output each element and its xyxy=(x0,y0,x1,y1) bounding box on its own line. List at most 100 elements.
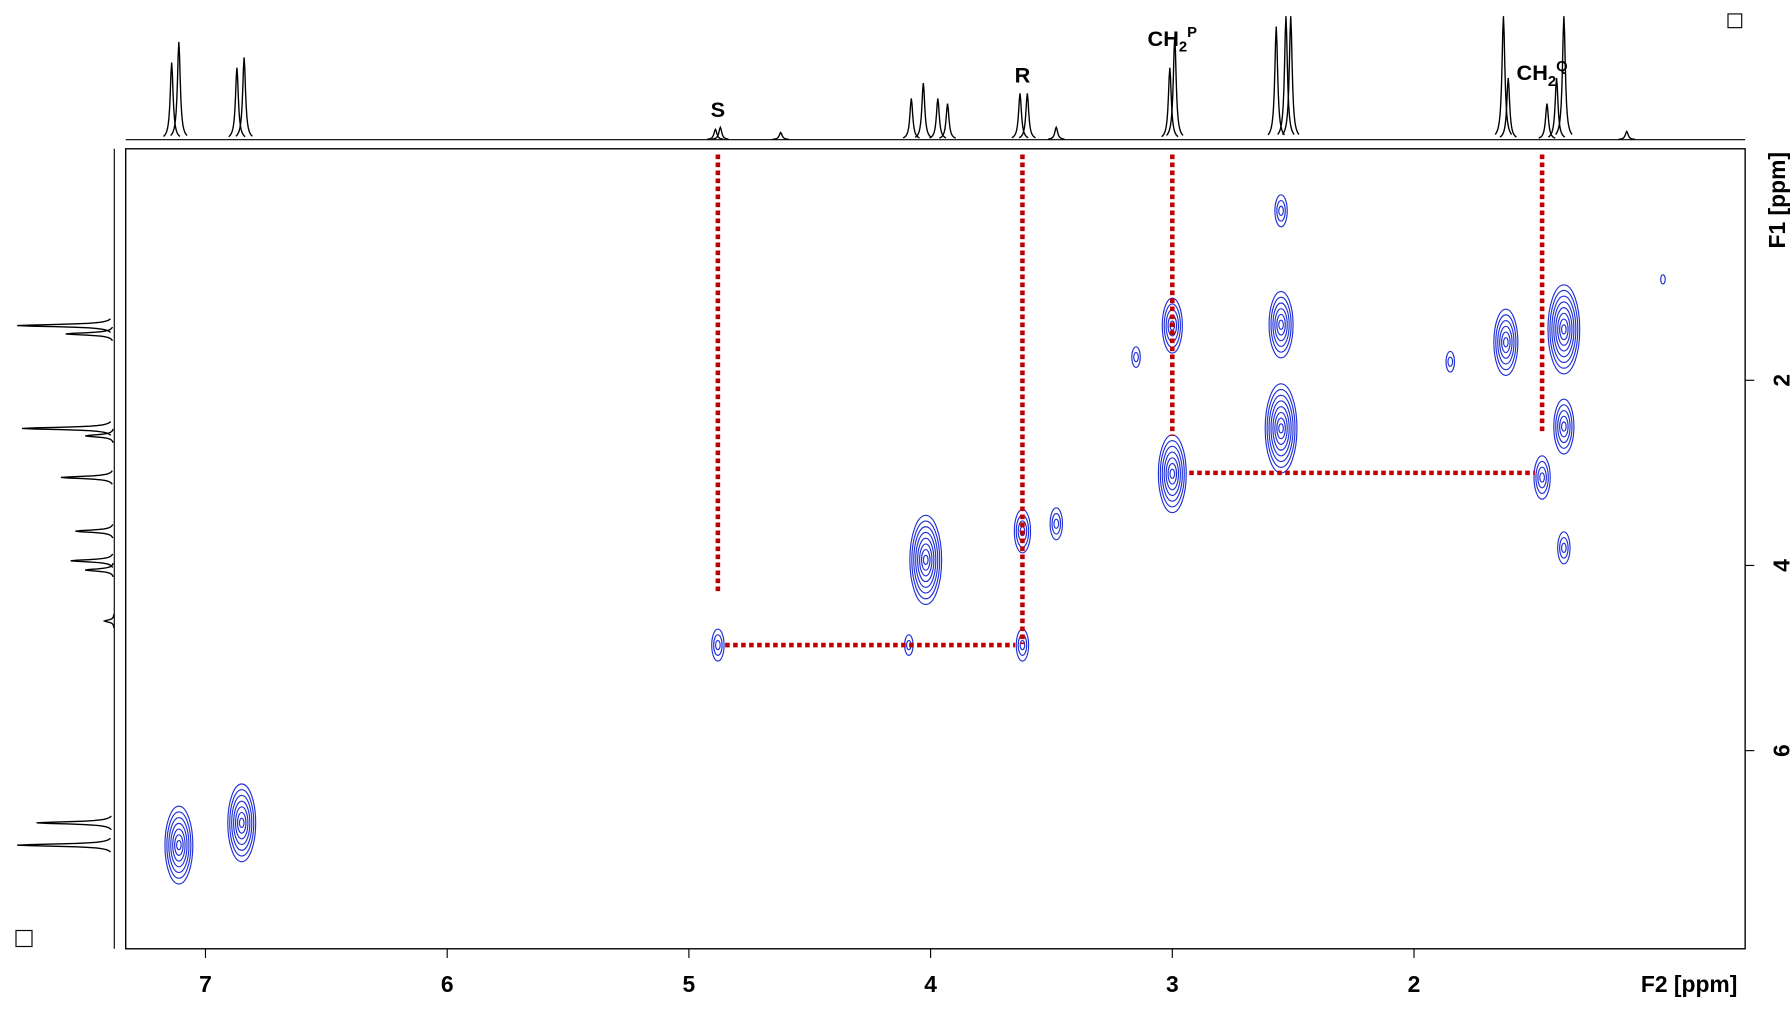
contour-level xyxy=(1557,409,1571,444)
top-spectrum-peak xyxy=(772,131,789,140)
left-spectrum-peak xyxy=(70,553,114,568)
contour-level xyxy=(1049,507,1064,541)
contour-level xyxy=(1559,318,1569,341)
contour-level xyxy=(1561,324,1567,335)
contour-level xyxy=(1276,199,1286,222)
cross-peak xyxy=(1533,455,1551,500)
cross-peak xyxy=(227,783,257,863)
cross-peak xyxy=(1493,308,1519,377)
contour-level xyxy=(1561,421,1567,432)
contour-level xyxy=(1555,307,1573,352)
contour-level xyxy=(1266,388,1296,468)
contour-level xyxy=(1660,274,1666,285)
contour-level xyxy=(1274,308,1288,342)
top-spectrum-peak xyxy=(1165,36,1184,136)
contour-level xyxy=(1165,457,1180,491)
plot-frame xyxy=(125,148,1746,950)
contour-level xyxy=(234,806,249,840)
peak-label-sup: P xyxy=(1187,25,1197,41)
contour-level xyxy=(1053,518,1060,529)
contour-level xyxy=(1278,205,1284,216)
contour-level xyxy=(176,839,182,851)
cross-peak xyxy=(1015,628,1030,662)
left-spectrum-peak xyxy=(17,318,111,333)
top-spectrum-peak xyxy=(162,62,181,137)
contour-level xyxy=(1167,462,1178,485)
contour-level xyxy=(164,805,194,885)
contour-level xyxy=(166,811,192,879)
contour-level xyxy=(917,537,935,583)
peak-label: CH2Q xyxy=(1517,59,1568,90)
contour-level xyxy=(231,794,253,851)
contour-level xyxy=(1551,295,1577,364)
x-tick-label: 3 xyxy=(1166,971,1179,997)
corner-box xyxy=(1727,13,1743,29)
top-spectrum-peak xyxy=(1277,16,1295,135)
peak-label-sub: 2 xyxy=(1548,74,1556,90)
peak-label: CH2P xyxy=(1148,25,1198,56)
x-tick-label: 2 xyxy=(1408,971,1421,997)
top-spectrum-peak xyxy=(712,125,729,140)
contour-level xyxy=(1533,455,1551,500)
peak-label-sup: Q xyxy=(1556,59,1568,75)
contour-level xyxy=(915,531,937,588)
contour-level xyxy=(920,549,931,571)
top-spectrum-peak xyxy=(1267,26,1286,136)
peak-label-text: CH xyxy=(1517,60,1548,85)
contour-level xyxy=(1272,406,1290,451)
top-spectrum-peak xyxy=(1538,103,1556,139)
contour-level xyxy=(713,634,723,656)
contour-level xyxy=(1133,351,1139,363)
top-spectrum-peak xyxy=(1618,130,1636,140)
peak-label-sub: 2 xyxy=(1179,40,1187,56)
contour-level xyxy=(168,817,190,874)
y-axis-label: F1 [ppm] xyxy=(1764,152,1790,248)
peak-label: R xyxy=(1015,63,1031,88)
contour-level xyxy=(1272,302,1290,347)
contour-level xyxy=(1276,313,1286,336)
contour-level xyxy=(1559,537,1569,559)
cross-peak xyxy=(1049,507,1064,541)
contour-level xyxy=(1535,460,1549,495)
cross-peak xyxy=(1157,434,1187,514)
cross-peak xyxy=(1557,531,1571,565)
top-spectrum-peak xyxy=(1555,16,1573,135)
cross-peak xyxy=(1660,274,1666,285)
top-spectrum-peak xyxy=(1018,93,1036,139)
left-spectrum-peak xyxy=(65,326,114,342)
contour-level xyxy=(1169,468,1176,479)
contour-level xyxy=(1274,194,1288,228)
contour-level xyxy=(1553,398,1575,455)
contour-level xyxy=(913,526,939,594)
contour-level xyxy=(1264,383,1298,474)
contour-level xyxy=(1561,542,1567,554)
contour-level xyxy=(236,812,247,834)
contour-level xyxy=(1497,320,1515,365)
contour-level xyxy=(1274,411,1288,445)
cross-peak xyxy=(1264,383,1298,474)
left-spectrum-peak xyxy=(75,524,114,539)
contour-level xyxy=(233,800,251,846)
contour-level xyxy=(1161,445,1183,502)
contour-level xyxy=(1278,423,1284,434)
contour-level xyxy=(1447,356,1454,367)
contour-level xyxy=(1559,415,1569,438)
contour-level xyxy=(1502,337,1509,348)
contour-level xyxy=(1555,404,1573,449)
x-tick-label: 6 xyxy=(441,971,454,997)
y-tick-label: 2 xyxy=(1769,374,1792,387)
contour-level xyxy=(1499,325,1513,359)
peak-label-text: R xyxy=(1015,63,1031,88)
contour-level xyxy=(238,817,245,829)
contour-level xyxy=(170,822,188,868)
contour-level xyxy=(1493,308,1519,377)
y-tick-label: 6 xyxy=(1769,744,1792,757)
contour-level xyxy=(172,828,186,862)
top-spectrum-peak xyxy=(1499,77,1517,138)
contour-level xyxy=(1445,350,1456,373)
contour-level xyxy=(1557,312,1571,346)
peak-label-text: S xyxy=(711,97,725,122)
top-spectrum-peak xyxy=(929,98,947,139)
cross-peak xyxy=(1445,350,1456,373)
